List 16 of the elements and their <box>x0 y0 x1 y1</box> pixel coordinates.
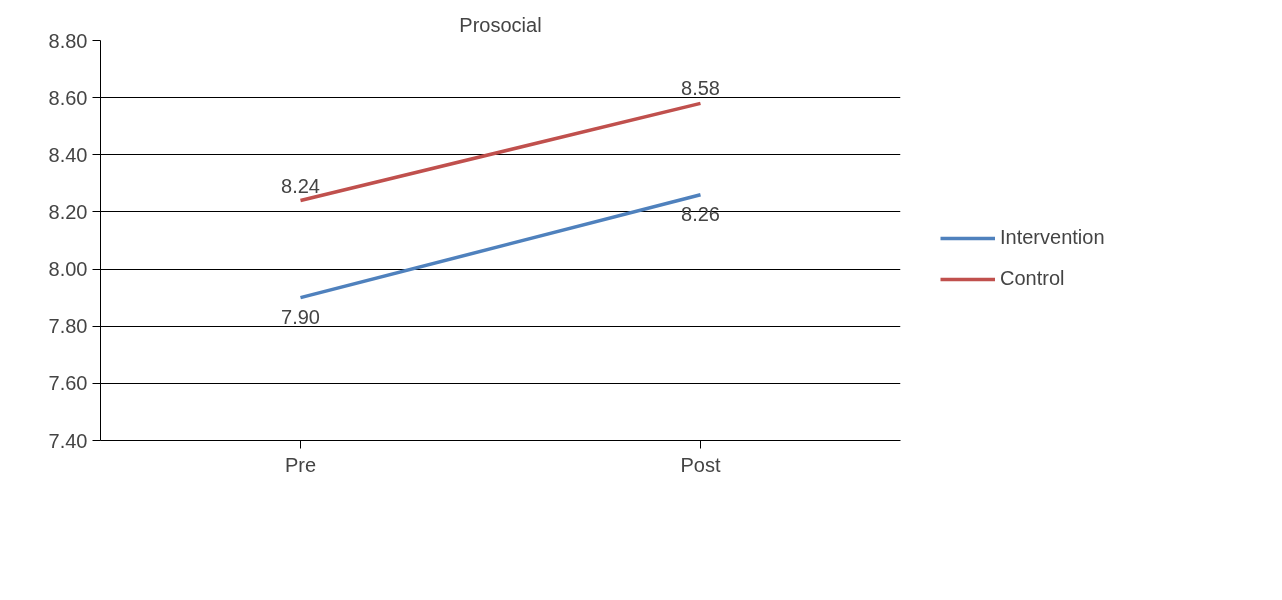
legend-label: Intervention <box>1000 226 1105 249</box>
y-tick-label: 8.40 <box>48 143 88 166</box>
chart-title: Prosocial <box>459 13 542 36</box>
y-tick-label: 8.60 <box>48 86 88 109</box>
y-tick-label: 8.00 <box>48 258 88 281</box>
y-tick-label: 7.40 <box>48 429 88 452</box>
y-tick-label: 8.20 <box>48 200 88 223</box>
y-tick-label: 7.60 <box>48 372 88 395</box>
data-label: 8.58 <box>681 77 720 100</box>
legend-label: Control <box>1000 267 1065 290</box>
y-tick-label: 7.80 <box>48 315 88 338</box>
y-tick-label: 8.80 <box>48 29 88 52</box>
data-label: 8.24 <box>281 174 320 197</box>
data-label: 7.90 <box>281 305 320 328</box>
x-tick-label: Post <box>680 453 721 476</box>
x-tick-label: Pre <box>284 453 317 476</box>
